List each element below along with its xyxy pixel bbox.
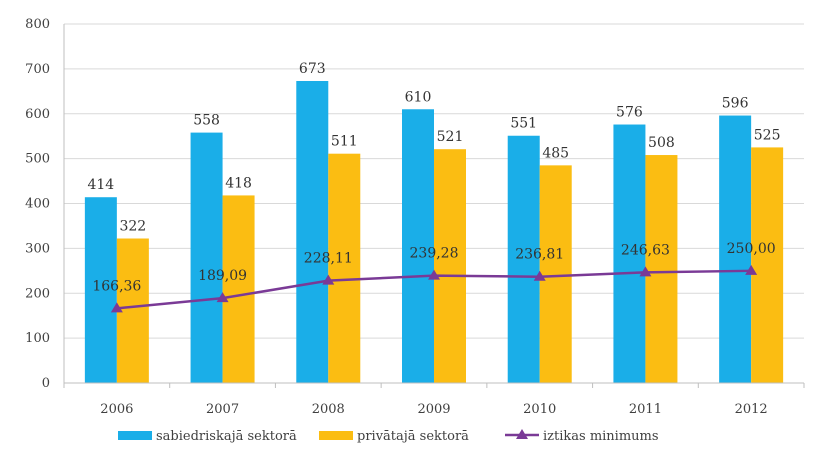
line-point-marker: [428, 269, 440, 280]
x-tick-label: 2012: [735, 402, 768, 417]
legend-label: privātajā sektorā: [357, 429, 469, 444]
bar-private-2008: [328, 153, 361, 383]
line-point-marker: [322, 274, 335, 285]
data-label: 511: [331, 134, 358, 150]
data-label-line: 236,81: [515, 247, 564, 263]
y-tick-label: 600: [25, 107, 50, 122]
bar-private-2009: [434, 149, 466, 383]
legend-label: sabiedriskajā sektorā: [156, 429, 297, 444]
data-label-line: 250,00: [727, 241, 776, 257]
x-tick-label: 2009: [417, 402, 450, 417]
legend-swatch: [118, 431, 152, 440]
data-label: 508: [648, 135, 675, 151]
legend: sabiedriskajā sektorā privātajā sektorā iz…: [118, 429, 659, 444]
data-label-line: 246,63: [621, 242, 670, 258]
line-series: [110, 264, 758, 313]
data-label: 418: [225, 175, 252, 191]
x-tick-label: 2007: [206, 402, 239, 417]
line-point-marker: [639, 266, 652, 277]
y-axis: 0 100 200 300 400 500 600 700 800: [25, 17, 65, 391]
data-label-line: 189,09: [198, 268, 247, 284]
bar-public-2006: [84, 197, 117, 383]
bar-public-2011: [613, 124, 646, 384]
data-label: 521: [437, 129, 464, 145]
bars: [84, 80, 784, 384]
x-tick-label: 2010: [523, 402, 556, 417]
legend-marker: [516, 429, 528, 439]
y-tick-label: 200: [25, 286, 50, 301]
y-tick-label: 700: [25, 62, 50, 77]
data-label: 551: [510, 116, 537, 132]
legend-label: iztikas minimums: [543, 429, 659, 444]
x-tick-label: 2006: [100, 402, 133, 417]
x-axis: 2006 2007 2008 2009 2010 2011 2012: [63, 382, 805, 417]
line-point-marker: [216, 292, 229, 303]
data-label: 610: [405, 89, 432, 105]
data-label: 414: [87, 177, 114, 193]
y-tick-label: 400: [25, 197, 50, 212]
data-label: 322: [119, 219, 146, 235]
bar-private-2011: [645, 155, 678, 383]
data-label: 485: [542, 145, 569, 161]
bar-public-2008: [296, 80, 329, 384]
y-tick-label: 800: [25, 17, 50, 32]
data-label: 673: [299, 61, 326, 77]
bar-public-2012: [719, 115, 752, 384]
bar-private-2012: [751, 147, 784, 383]
y-tick-label: 0: [42, 376, 50, 391]
data-label: 525: [754, 127, 781, 143]
line-point-marker: [745, 264, 758, 275]
data-label: 596: [722, 96, 749, 112]
bar-private-2006: [116, 238, 149, 383]
bar-public-2007: [190, 132, 223, 383]
bar-private-2010: [539, 165, 572, 383]
data-label-line: 239,28: [410, 246, 459, 262]
y-tick-label: 100: [25, 331, 50, 346]
x-tick-label: 2011: [629, 402, 662, 417]
data-label: 576: [616, 105, 643, 121]
bar-private-2007: [222, 195, 255, 383]
bar-public-2009: [402, 109, 434, 383]
data-label-line: 228,11: [304, 251, 353, 267]
data-labels: 414 322 558 418 673 511 610 521 551 485 576 508 596 5…: [87, 61, 780, 294]
data-label: 558: [193, 113, 220, 129]
line-point-marker: [533, 270, 546, 281]
data-label-line: 166,36: [92, 278, 141, 294]
x-tick-label: 2008: [312, 402, 345, 417]
line-point-marker: [110, 302, 123, 313]
y-tick-label: 300: [25, 241, 50, 256]
y-tick-label: 500: [25, 152, 50, 167]
legend-swatch: [319, 431, 353, 440]
bar-public-2010: [507, 135, 540, 383]
